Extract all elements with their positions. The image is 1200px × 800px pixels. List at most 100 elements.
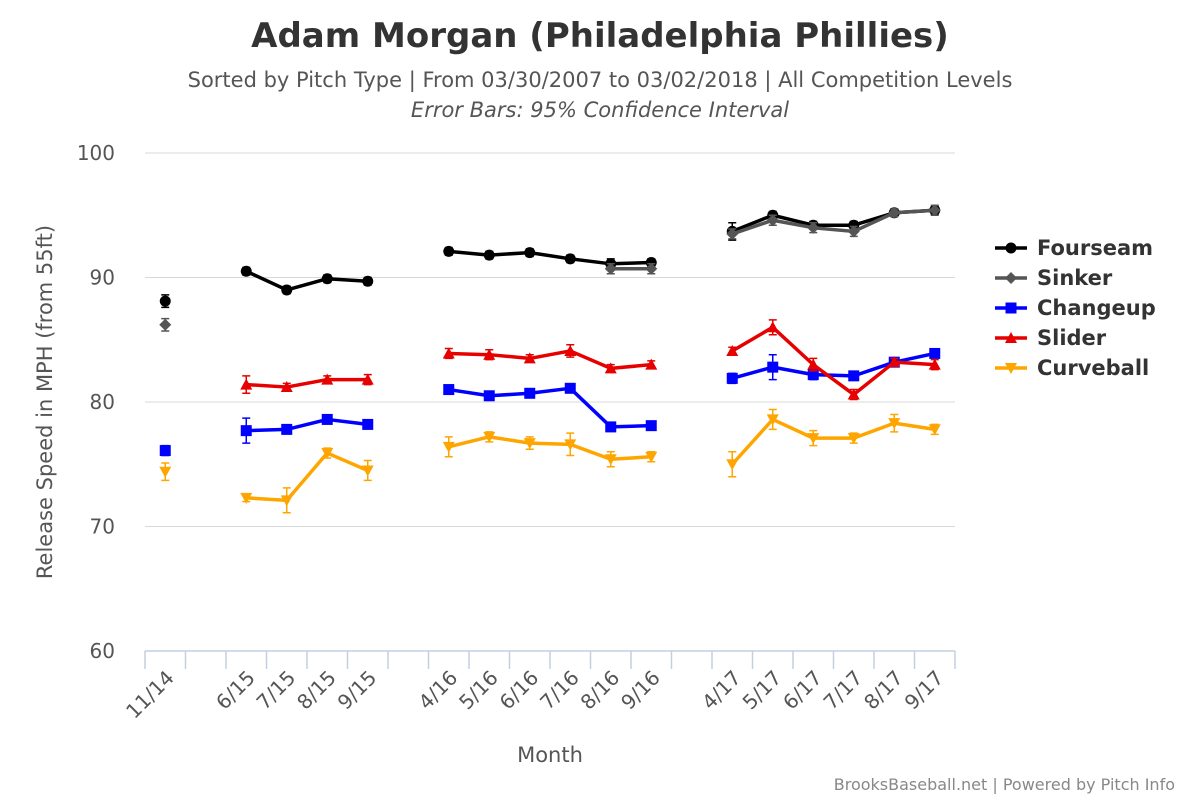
data-point (564, 344, 577, 356)
legend-label: Slider (1037, 326, 1107, 350)
series-line (246, 451, 369, 503)
data-point (240, 425, 252, 437)
data-point (362, 418, 374, 430)
series-curveball (159, 408, 941, 514)
legend-item-changeup[interactable]: Changeup (995, 296, 1156, 320)
data-point (767, 361, 779, 373)
x-tick-label: 11/14 (121, 666, 179, 724)
series-line (448, 386, 652, 429)
y-tick-label: 100 (77, 141, 115, 165)
data-point (240, 265, 252, 277)
data-point (280, 495, 293, 507)
x-tick-label: 9/17 (900, 666, 949, 715)
data-point (483, 249, 495, 261)
data-point (847, 388, 860, 400)
data-point (807, 221, 820, 234)
series-line (448, 249, 652, 266)
x-tick-label: 6/17 (778, 666, 827, 715)
data-point (483, 431, 496, 443)
data-point (240, 378, 253, 390)
data-point (888, 418, 901, 430)
grid-lines (145, 152, 955, 527)
data-point (523, 438, 536, 450)
x-axis-label: Month (517, 743, 583, 767)
data-point (159, 295, 171, 307)
series-line (448, 435, 652, 462)
data-point (524, 247, 536, 259)
data-point (888, 206, 901, 219)
data-point (604, 262, 617, 275)
data-point (929, 347, 941, 359)
data-point (766, 214, 779, 227)
data-point (443, 245, 455, 257)
credits[interactable]: BrooksBaseball.net | Powered by Pitch In… (834, 775, 1175, 794)
data-point (442, 347, 455, 359)
chart-title: Adam Morgan (Philadelphia Phillies) (251, 16, 949, 56)
legend: Fourseam Sinker Changeup Slider Curveball (995, 236, 1156, 380)
series-sinker (159, 204, 941, 332)
data-point (281, 423, 293, 435)
data-point (443, 384, 455, 396)
x-tick-label: 4/16 (414, 666, 463, 715)
y-axis-ticks: 60 70 80 90 100 (77, 141, 115, 663)
legend-item-curveball[interactable]: Curveball (995, 356, 1149, 380)
series-fourseam (159, 204, 941, 309)
data-point (726, 344, 739, 356)
y-axis-label: Release Speed in MPH (from 55ft) (33, 225, 57, 579)
data-point (361, 465, 374, 477)
legend-label: Changeup (1037, 296, 1156, 320)
y-tick-label: 60 (90, 639, 115, 663)
x-tick-label: 9/16 (616, 666, 665, 715)
x-tick-label: 5/17 (738, 666, 787, 715)
data-point (321, 273, 333, 285)
data-point (280, 381, 293, 393)
series-line (731, 351, 936, 381)
x-tick-label: 7/16 (535, 666, 584, 715)
data-point (564, 253, 576, 265)
x-tick-label: 7/17 (819, 666, 868, 715)
x-tick-label: 6/16 (495, 666, 544, 715)
chart-subtitle-error-bars: Error Bars: 95% Confidence Interval (411, 98, 789, 122)
series-line (731, 325, 935, 397)
data-point (807, 358, 820, 370)
data-point (240, 492, 253, 504)
x-tick-label: 9/15 (333, 666, 382, 715)
data-point (726, 372, 738, 384)
data-point (362, 275, 374, 287)
legend-marker (1005, 363, 1017, 374)
data-point (361, 373, 374, 385)
data-point (847, 225, 860, 238)
data-point (321, 448, 334, 460)
data-point (848, 219, 860, 231)
data-point (645, 262, 658, 275)
data-point (645, 257, 657, 269)
data-point (604, 362, 617, 374)
legend-item-fourseam[interactable]: Fourseam (995, 236, 1153, 260)
legend-marker (1005, 302, 1017, 314)
data-point (604, 454, 617, 466)
legend-item-slider[interactable]: Slider (995, 326, 1107, 350)
legend-marker (1005, 332, 1017, 343)
x-tick-label: 8/16 (576, 666, 625, 715)
data-point (281, 284, 293, 296)
data-point (523, 352, 536, 364)
data-point (726, 227, 739, 240)
series-line (246, 377, 368, 389)
data-point (766, 321, 779, 333)
data-point (645, 358, 658, 370)
x-tick-label: 6/15 (211, 666, 260, 715)
legend-marker (1005, 272, 1017, 284)
data-point (321, 413, 333, 425)
series-slider (240, 319, 941, 401)
data-point (483, 348, 496, 360)
data-point (442, 441, 455, 453)
data-point (928, 358, 941, 370)
data-point (564, 382, 576, 394)
data-point (807, 433, 820, 445)
x-tick-label: 8/15 (292, 666, 341, 715)
legend-label: Sinker (1037, 266, 1113, 290)
data-point (848, 370, 860, 382)
legend-item-sinker[interactable]: Sinker (995, 266, 1113, 290)
y-tick-label: 90 (90, 266, 115, 290)
data-point (483, 390, 495, 402)
